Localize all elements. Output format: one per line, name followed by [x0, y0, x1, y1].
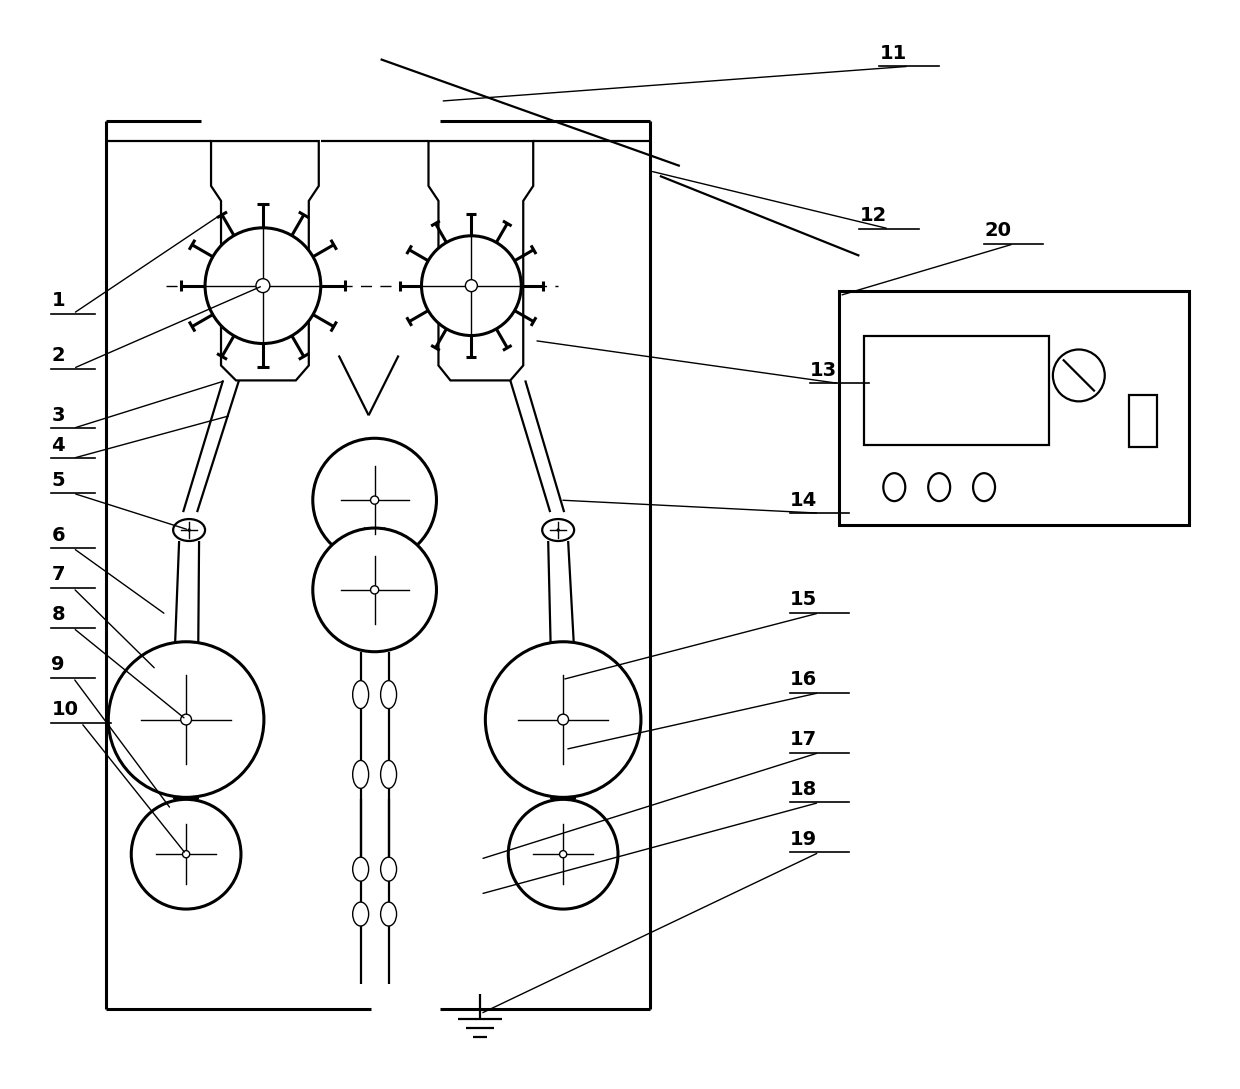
- Ellipse shape: [542, 519, 574, 541]
- Circle shape: [558, 714, 568, 725]
- Text: 15: 15: [790, 590, 817, 610]
- Circle shape: [108, 641, 264, 797]
- Ellipse shape: [381, 760, 397, 788]
- Ellipse shape: [352, 857, 368, 881]
- Text: 13: 13: [810, 360, 837, 380]
- Polygon shape: [429, 142, 533, 380]
- Ellipse shape: [929, 474, 950, 501]
- Text: 5: 5: [51, 470, 64, 490]
- Text: 17: 17: [790, 730, 817, 749]
- Circle shape: [465, 280, 477, 292]
- Circle shape: [508, 799, 618, 909]
- Circle shape: [485, 641, 641, 797]
- Polygon shape: [211, 142, 319, 380]
- Text: 7: 7: [51, 565, 64, 585]
- Text: 12: 12: [859, 206, 887, 225]
- Circle shape: [559, 851, 567, 858]
- Text: 11: 11: [879, 44, 906, 63]
- Circle shape: [181, 714, 191, 725]
- Text: 4: 4: [51, 436, 64, 455]
- Circle shape: [312, 528, 436, 651]
- Circle shape: [182, 851, 190, 858]
- Circle shape: [205, 228, 321, 343]
- Text: 10: 10: [51, 700, 78, 719]
- Ellipse shape: [174, 519, 205, 541]
- Circle shape: [312, 438, 436, 562]
- Ellipse shape: [352, 760, 368, 788]
- Text: 19: 19: [790, 830, 817, 848]
- Circle shape: [1053, 350, 1105, 402]
- Circle shape: [188, 529, 190, 531]
- Text: 2: 2: [51, 346, 64, 365]
- Ellipse shape: [381, 681, 397, 709]
- Circle shape: [371, 586, 378, 594]
- Text: 18: 18: [790, 780, 817, 799]
- Text: 20: 20: [985, 221, 1011, 241]
- Ellipse shape: [381, 857, 397, 881]
- Circle shape: [422, 236, 521, 335]
- Text: 9: 9: [51, 656, 64, 674]
- Bar: [839, 291, 1189, 525]
- Ellipse shape: [381, 902, 397, 926]
- Circle shape: [557, 529, 559, 531]
- Circle shape: [131, 799, 241, 909]
- Text: 6: 6: [51, 526, 64, 544]
- Text: 8: 8: [51, 605, 64, 624]
- Text: 14: 14: [790, 491, 817, 510]
- Text: 1: 1: [51, 291, 64, 310]
- Text: 3: 3: [51, 406, 64, 425]
- Ellipse shape: [352, 681, 368, 709]
- Ellipse shape: [352, 902, 368, 926]
- Circle shape: [371, 495, 378, 504]
- Bar: [1128, 395, 1157, 448]
- Text: 16: 16: [790, 670, 817, 689]
- Ellipse shape: [883, 474, 905, 501]
- Circle shape: [255, 279, 270, 293]
- Ellipse shape: [973, 474, 994, 501]
- Bar: [864, 335, 1049, 445]
